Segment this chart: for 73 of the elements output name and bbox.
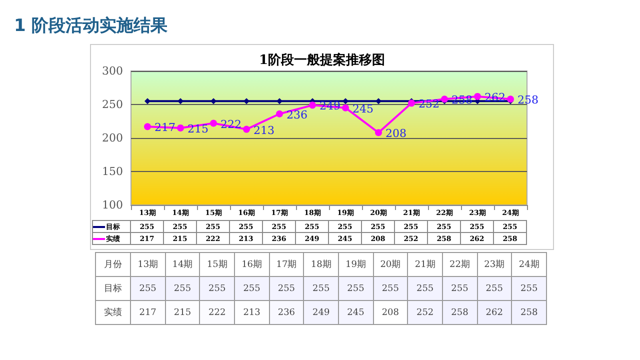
data-label: 252 — [408, 300, 442, 324]
y-tick-label: 目标 — [96, 276, 130, 300]
data-label: 255 — [373, 276, 408, 300]
annotation: 213 — [254, 124, 274, 137]
data-label: 215 — [165, 300, 200, 324]
data-label: 255 — [442, 276, 478, 300]
y-tick-label: 300 — [102, 64, 123, 78]
x-tick-label: 21期 — [408, 252, 442, 276]
x-tick-label: 24期 — [512, 252, 546, 276]
point — [408, 100, 415, 107]
data-label: 255 — [512, 276, 546, 300]
x-tick-label: 20期 — [373, 252, 408, 276]
data-label: 255 — [234, 276, 270, 300]
annotation: 245 — [352, 102, 374, 116]
x-tick-label: 22期 — [442, 252, 478, 276]
x-tick-label: 14期 — [165, 252, 200, 276]
data-label: 236 — [269, 300, 304, 324]
point — [276, 110, 283, 118]
point — [309, 102, 316, 109]
y-tick-label: 250 — [102, 98, 123, 111]
x-tick-label: 17期 — [269, 252, 304, 276]
point — [243, 126, 250, 133]
point — [375, 129, 382, 136]
data-label: 217 — [130, 300, 166, 324]
data-label: 255 — [477, 276, 512, 300]
annotation: 258 — [518, 94, 538, 107]
y-tick-label: 200 — [102, 132, 123, 144]
y-tick-label: 150 — [102, 165, 123, 178]
point — [177, 124, 184, 132]
annotation: 208 — [386, 127, 406, 140]
data-label: 255 — [269, 276, 304, 300]
y-tick-label: 实绩 — [96, 300, 130, 324]
annotation: 236 — [286, 108, 308, 122]
annotation: 258 — [452, 94, 472, 107]
x-tick-label: 19期 — [338, 252, 374, 276]
data-label: 255 — [304, 276, 338, 300]
data-label: 222 — [200, 300, 234, 324]
point — [342, 104, 349, 112]
data-label: 258 — [512, 300, 546, 324]
point — [144, 123, 151, 130]
data-label: 208 — [373, 300, 408, 324]
point — [178, 98, 184, 104]
annotation: 215 — [188, 122, 208, 136]
x-tick-label: 15期 — [200, 252, 234, 276]
data-label: 258 — [442, 300, 478, 324]
data-label: 255 — [130, 276, 166, 300]
annotation: 249 — [320, 100, 340, 113]
data-label: 255 — [200, 276, 234, 300]
data-label: 249 — [304, 300, 338, 324]
point — [507, 96, 514, 103]
point — [244, 98, 250, 104]
data-label: 255 — [408, 276, 442, 300]
y-tick-label: 100 — [102, 198, 123, 212]
data-label: 245 — [338, 300, 374, 324]
point — [342, 98, 348, 104]
point — [276, 98, 282, 104]
point — [144, 98, 150, 104]
data-label: 255 — [338, 276, 374, 300]
x-tick-label: 13期 — [130, 252, 166, 276]
data-label: 255 — [165, 276, 200, 300]
x-tick-label: 23期 — [477, 252, 512, 276]
point — [210, 120, 217, 127]
x-tick-label: 18期 — [304, 252, 338, 276]
point — [210, 98, 216, 104]
chart-title: 1阶段一般提案推移图 — [258, 52, 386, 68]
x-tick-label: 16期 — [234, 252, 270, 276]
point — [441, 96, 448, 103]
chart-subtitle: 1 阶段活动实施结果 — [14, 15, 168, 37]
x-axis-title: 月份 — [96, 252, 130, 276]
point — [376, 98, 382, 104]
data-label: 213 — [234, 300, 270, 324]
point — [474, 92, 481, 100]
data-label: 262 — [477, 300, 512, 324]
